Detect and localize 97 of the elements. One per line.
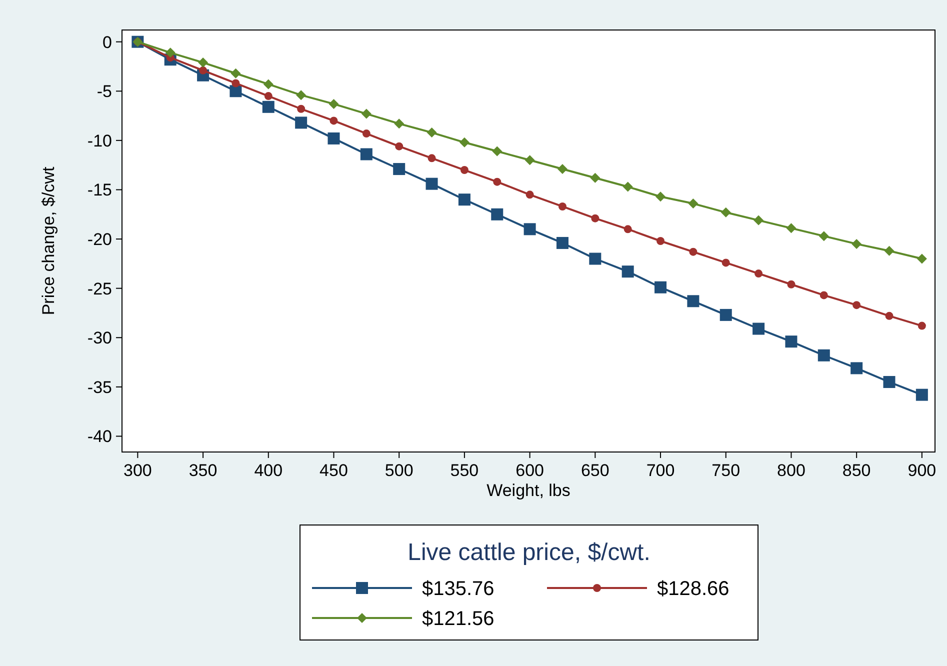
point xyxy=(264,92,272,100)
point xyxy=(199,66,208,74)
point xyxy=(754,215,764,226)
y-tick-label: -20 xyxy=(87,230,112,249)
point xyxy=(362,130,370,138)
point xyxy=(916,388,928,401)
x-axis-title: Weight, lbs xyxy=(486,481,570,500)
point xyxy=(820,291,828,300)
point xyxy=(754,270,763,278)
x-tick-label: 350 xyxy=(188,461,218,480)
y-tick-label: -30 xyxy=(87,328,112,348)
point xyxy=(232,79,240,88)
y-axis-title: Price change, $/cwt xyxy=(39,166,58,316)
point xyxy=(885,312,894,320)
point xyxy=(230,85,242,98)
point xyxy=(852,238,862,249)
point xyxy=(492,146,502,156)
point xyxy=(818,231,829,242)
x-tick-label: 500 xyxy=(384,461,414,480)
point xyxy=(459,137,470,148)
point xyxy=(916,254,927,264)
point xyxy=(785,336,798,348)
point xyxy=(393,163,406,176)
x-tick-label: 300 xyxy=(123,461,152,480)
point xyxy=(526,190,534,199)
point xyxy=(884,246,894,256)
point xyxy=(524,223,536,236)
point xyxy=(328,98,339,109)
point xyxy=(656,192,666,202)
point xyxy=(330,116,338,125)
point xyxy=(654,281,667,294)
point xyxy=(883,376,896,388)
legend-label: $128.66 xyxy=(657,578,730,600)
point xyxy=(524,155,535,166)
point xyxy=(460,166,468,174)
y-tick-label: -15 xyxy=(87,180,112,200)
point xyxy=(491,208,504,220)
y-tick-label: -25 xyxy=(87,279,112,298)
point xyxy=(296,90,306,100)
point xyxy=(426,178,438,190)
x-tick-label: 450 xyxy=(320,461,348,480)
point xyxy=(656,237,665,245)
point xyxy=(394,118,404,129)
point xyxy=(297,104,306,113)
point xyxy=(852,301,861,310)
point xyxy=(622,266,634,278)
point xyxy=(688,198,698,209)
x-tick-label: 400 xyxy=(254,461,283,480)
point xyxy=(722,258,730,267)
point xyxy=(428,154,436,162)
point xyxy=(395,142,404,150)
point xyxy=(590,172,600,183)
x-tick-label: 900 xyxy=(908,461,936,480)
point xyxy=(786,223,796,234)
point xyxy=(557,164,568,174)
point xyxy=(426,128,437,138)
point xyxy=(918,322,926,330)
legend-label: $121.56 xyxy=(422,608,494,630)
point xyxy=(687,295,700,308)
point xyxy=(360,148,372,160)
point xyxy=(720,308,732,321)
legend-title: Live cattle price, $/cwt. xyxy=(408,539,650,566)
point xyxy=(295,116,308,129)
x-tick-label: 750 xyxy=(712,461,740,480)
y-tick-label: 0 xyxy=(102,32,112,52)
x-tick-label: 800 xyxy=(777,461,806,480)
y-tick-label: -10 xyxy=(87,131,112,150)
point xyxy=(458,194,470,206)
x-tick-label: 600 xyxy=(516,461,544,480)
point xyxy=(787,280,796,288)
x-tick-label: 850 xyxy=(842,461,871,480)
y-tick-label: -35 xyxy=(87,378,112,397)
point xyxy=(720,207,731,218)
point xyxy=(556,236,568,249)
point xyxy=(689,248,698,256)
y-tick-label: -5 xyxy=(96,82,112,102)
x-tick-label: 650 xyxy=(580,461,610,480)
point xyxy=(230,68,241,78)
legend-label: $135.76 xyxy=(422,578,494,600)
point xyxy=(263,79,274,90)
point xyxy=(328,132,340,144)
x-tick-label: 700 xyxy=(646,461,675,480)
point xyxy=(198,58,208,68)
x-tick-label: 550 xyxy=(450,461,479,480)
point xyxy=(622,182,633,192)
point xyxy=(752,322,765,335)
y-tick-label: -40 xyxy=(87,427,112,446)
point xyxy=(591,214,600,222)
point xyxy=(589,252,602,265)
point xyxy=(165,48,176,58)
point xyxy=(850,362,863,374)
point xyxy=(558,202,566,210)
point xyxy=(493,178,502,186)
point xyxy=(262,100,274,113)
point xyxy=(361,108,372,119)
point xyxy=(818,349,830,362)
point xyxy=(624,225,632,234)
